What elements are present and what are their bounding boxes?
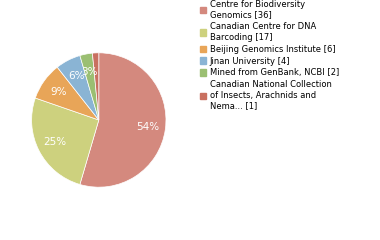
Text: 6%: 6% bbox=[68, 72, 85, 81]
Text: 9%: 9% bbox=[51, 87, 67, 96]
Text: 54%: 54% bbox=[136, 122, 159, 132]
Wedge shape bbox=[80, 53, 166, 187]
Wedge shape bbox=[92, 53, 99, 120]
Wedge shape bbox=[57, 55, 99, 120]
Legend: Centre for Biodiversity
Genomics [36], Canadian Centre for DNA
Barcoding [17], B: Centre for Biodiversity Genomics [36], C… bbox=[200, 0, 339, 110]
Wedge shape bbox=[35, 67, 99, 120]
Wedge shape bbox=[32, 98, 99, 185]
Wedge shape bbox=[80, 53, 99, 120]
Text: 25%: 25% bbox=[44, 138, 67, 147]
Text: 3%: 3% bbox=[81, 67, 98, 77]
